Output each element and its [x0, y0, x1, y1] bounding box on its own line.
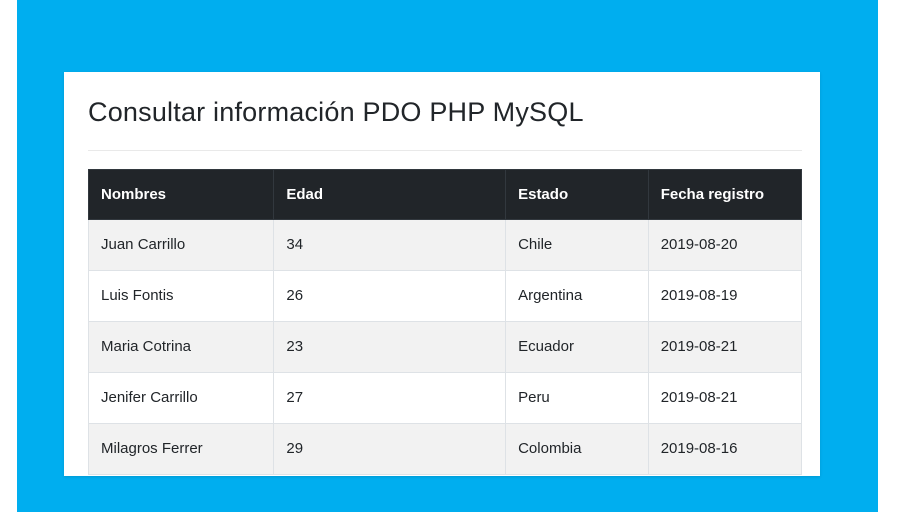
table-cell: Ecuador [505, 320, 649, 373]
column-header: Edad [273, 168, 507, 220]
table-cell: 2019-08-16 [647, 422, 803, 475]
table-cell: 2019-08-21 [647, 371, 803, 424]
column-header: Fecha registro [647, 168, 803, 220]
table-header: Nombres Edad Estado Fecha registro [87, 168, 803, 220]
table-cell: Luis Fontis [87, 269, 275, 322]
table-row: Maria Cotrina 23 Ecuador 2019-08-21 [87, 320, 803, 373]
table-cell: 2019-08-21 [647, 320, 803, 373]
table-header-row: Nombres Edad Estado Fecha registro [87, 168, 803, 220]
table-cell: Milagros Ferrer [87, 422, 275, 475]
table-cell: 2019-08-19 [647, 269, 803, 322]
column-header: Nombres [87, 168, 275, 220]
table-cell: Maria Cotrina [87, 320, 275, 373]
table-cell: 26 [273, 269, 507, 322]
column-header: Estado [505, 168, 649, 220]
table-cell: Jenifer Carrillo [87, 371, 275, 424]
table-cell: 34 [273, 218, 507, 271]
table-row: Luis Fontis 26 Argentina 2019-08-19 [87, 269, 803, 322]
table-cell: 27 [273, 371, 507, 424]
table-row: Jenifer Carrillo 27 Peru 2019-08-21 [87, 371, 803, 424]
table-cell: 2019-08-20 [647, 218, 803, 271]
results-table: Nombres Edad Estado Fecha registro Juan Car… [87, 168, 803, 475]
table-cell: 23 [273, 320, 507, 373]
table-cell: Argentina [505, 269, 649, 322]
table-cell: Peru [505, 371, 649, 424]
table-cell: 29 [273, 422, 507, 475]
table-row: Milagros Ferrer 29 Colombia 2019-08-16 [87, 422, 803, 475]
page-title: Consultar información PDO PHP MySQL [88, 97, 584, 127]
table-cell: Chile [505, 218, 649, 271]
table-cell: Juan Carrillo [87, 218, 275, 271]
table-cell: Colombia [505, 422, 649, 475]
content-card: Consultar información PDO PHP MySQL Nomb… [64, 72, 820, 476]
title-divider [88, 149, 802, 151]
table-body: Juan Carrillo 34 Chile 2019-08-20 Luis Fonti… [87, 218, 803, 475]
table-row: Juan Carrillo 34 Chile 2019-08-20 [87, 218, 803, 271]
